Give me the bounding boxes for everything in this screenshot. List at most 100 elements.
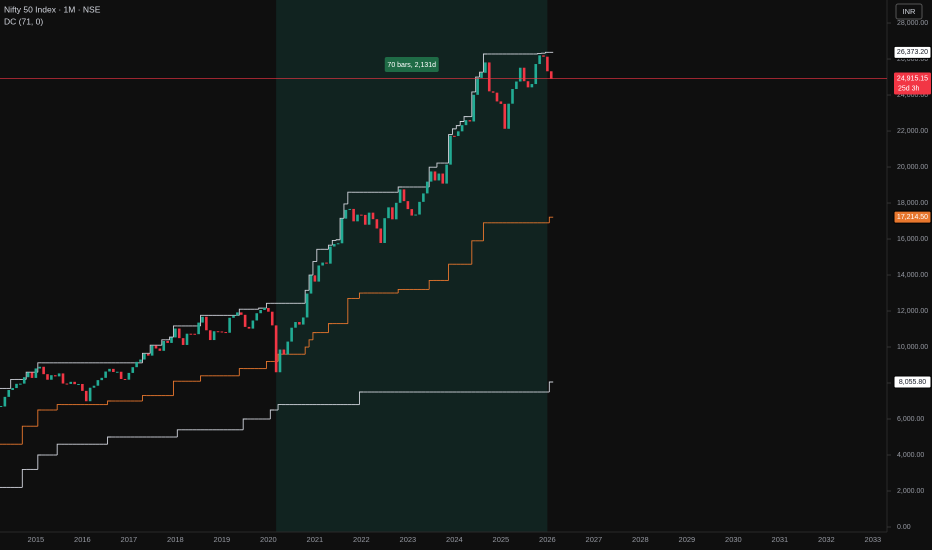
channel-line [475,76,480,92]
channel-line [149,344,155,354]
candle [282,349,286,355]
candle [476,77,479,95]
candle [119,371,123,379]
plot-area [0,0,554,532]
candle [278,349,282,373]
candle [11,388,14,391]
candle [526,81,530,88]
x-tick-label: 2020 [260,535,277,544]
channel-line [269,409,275,420]
currency-label[interactable]: INR [903,7,917,16]
channel-line [141,395,147,402]
y-tick-label: 26,000.00 [897,56,928,63]
candle [367,212,371,225]
candle [57,373,61,377]
candle [313,275,317,282]
candle [26,372,30,378]
y-tick-label: 4,000.00 [897,452,924,459]
candle [321,262,324,266]
channel-line [448,134,453,164]
candle [239,312,243,315]
channel-line [459,121,465,126]
channel-line [537,53,542,54]
candle [398,189,402,203]
candle [534,64,538,85]
candle [236,312,239,316]
channel-line [482,222,488,241]
candle [0,405,3,407]
candle [449,135,452,165]
candle [50,375,53,380]
candle [197,322,200,335]
candle [518,67,522,82]
candle [468,120,472,122]
candle [298,322,301,325]
y-tick-label: 18,000.00 [897,200,928,207]
y-tick-label: 6,000.00 [897,416,924,423]
candle [317,265,321,282]
candle [348,208,352,210]
candle [414,214,417,216]
candle [511,89,514,104]
channel-line [37,454,42,470]
y-tick-label: 10,000.00 [897,344,928,351]
candle [19,383,22,385]
candle [422,193,425,202]
candle [127,372,131,380]
x-tick-label: 2033 [865,535,882,544]
candle [181,338,185,345]
candle [441,173,445,184]
x-tick-label: 2017 [121,535,138,544]
channel-price-label: 26,373.20 [897,49,928,56]
candle [38,366,42,369]
candle [243,314,247,327]
candle [340,218,344,244]
candle [495,92,499,102]
channel-line [56,404,62,411]
x-tick-label: 2018 [167,535,184,544]
candle [263,307,266,311]
candle [30,372,34,378]
channel-line [308,339,313,348]
channel-line [37,362,42,373]
channel-line [56,443,62,456]
candle [232,315,235,318]
channel-line [141,352,147,363]
channel-line [428,279,434,290]
channel-line [238,368,244,376]
y-tick-label: 20,000.00 [897,164,928,171]
channel-line [37,409,42,427]
candle [46,374,49,380]
channel-line [304,289,310,304]
y-tick-label: 0.00 [897,524,911,531]
candle [259,310,262,314]
candle [387,207,390,219]
candle [472,94,476,122]
channel-line [358,391,364,405]
candle [154,345,158,349]
candle [220,331,224,333]
channel-line [316,248,321,262]
channel-line [327,244,333,250]
channel-line [242,418,248,430]
candle [65,383,69,385]
channel-line [258,307,263,310]
candle [344,209,348,219]
channel-line [21,468,27,488]
channel-line [327,323,333,333]
channel-line [548,381,554,393]
candle [391,207,394,220]
y-tick-label: 14,000.00 [897,272,928,279]
candle [170,337,173,343]
candle [538,55,541,65]
channel-line [331,240,337,246]
candle [185,333,189,345]
channel-price-label: 17,214.50 [897,214,928,221]
currency-box[interactable] [895,3,923,20]
candle [162,340,166,351]
candle [208,330,212,341]
channel-line [347,191,352,204]
candle [464,120,468,126]
